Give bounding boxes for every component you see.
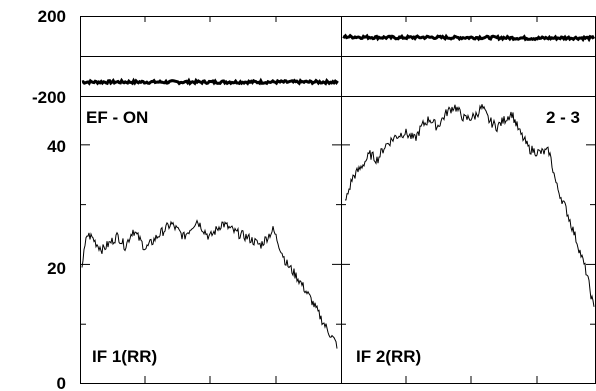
annotation-ef-on: EF - ON (86, 108, 148, 127)
series-line-top-right (342, 33, 596, 43)
panel-frames (80, 16, 596, 384)
bottom-panel-frame (80, 96, 596, 384)
annotation-2-3: 2 - 3 (546, 108, 580, 127)
y-tick-label-40: 40 (47, 137, 66, 156)
series-group (81, 33, 596, 349)
axis-ticks (81, 16, 595, 384)
panel-label-if2: IF 2(RR) (356, 347, 421, 366)
series-line-top-left (81, 77, 339, 86)
series-line-if1 (81, 219, 338, 349)
y-tick-label-top-neg200: -200 (32, 88, 66, 107)
panel-label-if1: IF 1(RR) (92, 347, 157, 366)
y-tick-label-20: 20 (47, 259, 66, 278)
y-tick-label-top-200: 200 (38, 7, 66, 26)
series-line-if2 (344, 104, 595, 307)
y-tick-label-0: 0 (57, 374, 66, 391)
